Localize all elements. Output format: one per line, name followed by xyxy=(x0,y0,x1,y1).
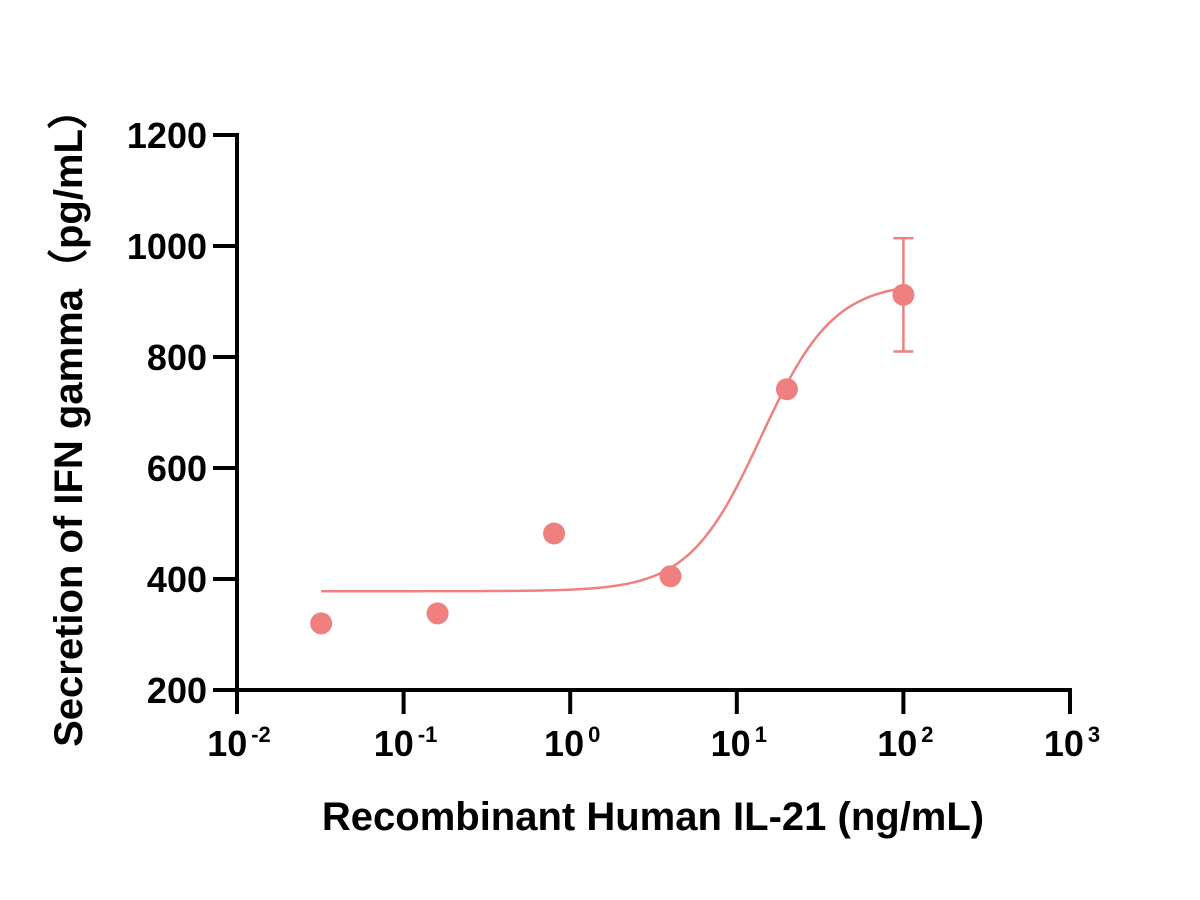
data-point xyxy=(775,378,798,401)
data-point xyxy=(659,565,682,588)
fit-curve xyxy=(321,286,904,593)
y-tick-label: 200 xyxy=(147,670,207,711)
data-point xyxy=(426,602,449,625)
x-axis-title: Recombinant Human IL-21 (ng/mL) xyxy=(322,795,984,839)
y-tick-label: 1000 xyxy=(127,226,207,267)
y-axis-title: Secretion of IFN gamma（pg/mL） xyxy=(47,89,91,747)
y-tick-label: 600 xyxy=(147,448,207,489)
x-ticks: 10 -2 10 -1 10 0 10 1 10 2 10 3 xyxy=(207,690,1100,764)
x-tick-label: 10 2 xyxy=(877,722,933,764)
y-tick-label: 800 xyxy=(147,337,207,378)
data-points-layer xyxy=(310,283,915,635)
y-tick-label: 1200 xyxy=(127,115,207,156)
axes xyxy=(235,133,1072,692)
y-tick-label: 400 xyxy=(147,559,207,600)
x-tick-label: 10 3 xyxy=(1044,722,1100,764)
data-point xyxy=(892,283,915,306)
x-tick-label: 10 0 xyxy=(544,722,600,764)
data-point xyxy=(310,612,333,635)
y-ticks: 200 400 600 800 1000 1200 xyxy=(127,115,237,711)
data-point xyxy=(543,522,566,545)
x-tick-label: 10 -2 xyxy=(207,722,271,764)
x-tick-label: 10 -1 xyxy=(374,722,438,764)
fit-curve-layer xyxy=(321,286,904,593)
x-tick-label: 10 1 xyxy=(711,722,767,764)
